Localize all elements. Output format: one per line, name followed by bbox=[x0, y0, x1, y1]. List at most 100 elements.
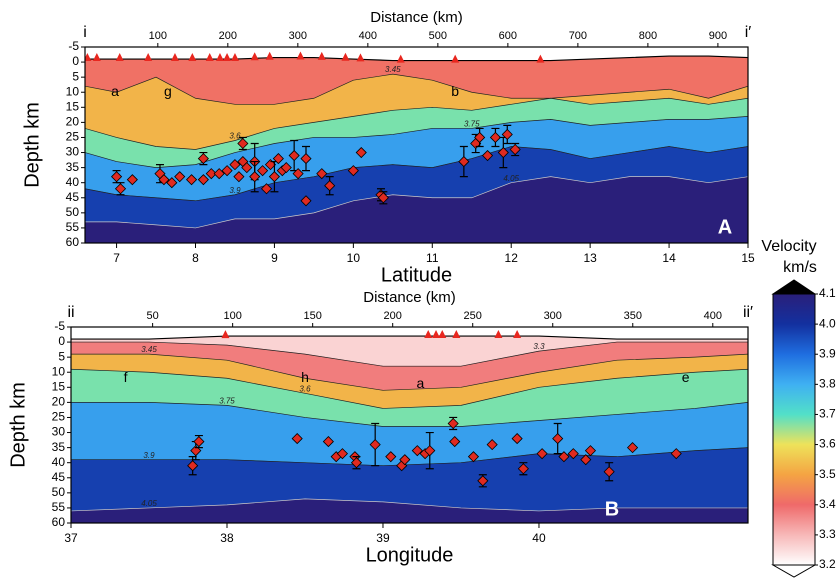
contour-line bbox=[71, 402, 748, 427]
colorbar-tick-label: 3.2 bbox=[819, 557, 836, 571]
hypocenter bbox=[385, 451, 397, 463]
colorbar-unit: km/s bbox=[783, 259, 817, 276]
hypocenter bbox=[350, 457, 363, 469]
x-tick-label: 39 bbox=[376, 531, 390, 545]
station bbox=[265, 51, 274, 60]
hypocenter bbox=[511, 433, 523, 445]
y-tick-label: 20 bbox=[52, 395, 66, 409]
y-tick-label: 60 bbox=[66, 235, 80, 249]
x-tick-label: 9 bbox=[271, 251, 278, 265]
hypocenter bbox=[221, 165, 233, 177]
station bbox=[188, 53, 197, 62]
colorbar-tick-label: 3.7 bbox=[819, 407, 836, 421]
station bbox=[230, 53, 239, 62]
hypocenter bbox=[249, 171, 261, 183]
corner-label: ii bbox=[67, 304, 74, 321]
colorbar-over bbox=[771, 279, 817, 295]
x-tick-label: 11 bbox=[426, 251, 439, 265]
hypocenter bbox=[501, 128, 513, 141]
hypocenter bbox=[300, 153, 312, 165]
region-letter: e bbox=[682, 369, 690, 385]
x-tick-label: 13 bbox=[583, 251, 597, 265]
hypocenter bbox=[126, 174, 138, 186]
y-tick-label: 0 bbox=[72, 54, 79, 68]
surface-line bbox=[71, 335, 748, 340]
hypocenter bbox=[324, 180, 336, 192]
y-tick-label: 10 bbox=[52, 364, 66, 378]
x-tick-label: 10 bbox=[347, 251, 361, 265]
panel-letter: A bbox=[718, 216, 732, 238]
region-letter: h bbox=[301, 369, 309, 385]
hypocenter bbox=[197, 153, 209, 165]
hypocenter bbox=[347, 165, 359, 177]
hypocenter bbox=[552, 433, 564, 445]
colorbar-tick-label: 4.1 bbox=[819, 286, 836, 300]
hypocenter bbox=[517, 463, 529, 475]
x2-tick-label: 700 bbox=[569, 30, 587, 42]
region-letter: a bbox=[111, 83, 119, 99]
x2-tick-label: 900 bbox=[709, 30, 727, 42]
hypocenter bbox=[447, 417, 459, 430]
y-tick-label: 30 bbox=[52, 425, 66, 439]
x2-tick-label: 150 bbox=[303, 310, 321, 322]
station bbox=[223, 53, 232, 62]
hypocenter bbox=[489, 131, 501, 144]
contour-line bbox=[85, 146, 748, 202]
hypocenter bbox=[670, 448, 682, 460]
y-tick-label: 50 bbox=[52, 485, 66, 499]
hypocenter bbox=[536, 448, 548, 460]
hypocenter bbox=[481, 149, 494, 162]
hypocenter bbox=[111, 171, 123, 183]
hypocenter bbox=[300, 195, 312, 207]
hypocenter bbox=[288, 149, 300, 162]
hypocenter bbox=[241, 162, 253, 174]
station bbox=[356, 53, 365, 62]
station bbox=[205, 53, 214, 62]
hypocenter bbox=[627, 442, 639, 454]
x2-tick-label: 350 bbox=[624, 310, 642, 322]
hypocenter bbox=[292, 168, 304, 180]
contour-line bbox=[71, 341, 748, 367]
contour-label: 3.6 bbox=[299, 384, 311, 393]
colorbar-tick-label: 3.3 bbox=[819, 527, 836, 541]
hypocenter bbox=[336, 448, 348, 460]
contour-line bbox=[71, 498, 748, 512]
station bbox=[92, 53, 101, 62]
y-tick-label: 30 bbox=[66, 145, 80, 159]
hypocenter bbox=[268, 171, 280, 183]
y-tick-label: 50 bbox=[66, 205, 80, 219]
y-tick-label: 25 bbox=[52, 410, 66, 424]
station bbox=[250, 52, 259, 61]
contour-label: 3.75 bbox=[464, 120, 480, 129]
hypocenter bbox=[237, 137, 249, 150]
x-tick-label: 15 bbox=[741, 251, 755, 265]
hypocenter bbox=[205, 168, 217, 180]
y-tick-label: 15 bbox=[52, 379, 66, 393]
contour-line bbox=[71, 353, 748, 391]
x-tick-label: 37 bbox=[64, 531, 78, 545]
hypocenter bbox=[477, 475, 489, 487]
x-tick-label: 7 bbox=[113, 251, 120, 265]
hypocenter bbox=[291, 433, 303, 445]
colorbar-tick-label: 3.6 bbox=[819, 437, 836, 451]
hypocenter bbox=[509, 143, 521, 156]
y-axis-title: Depth km bbox=[21, 102, 43, 188]
panel-letter: B bbox=[605, 498, 619, 520]
x2-tick-label: 50 bbox=[146, 310, 158, 322]
colorbar-title: Velocity bbox=[761, 238, 816, 255]
hypocenter bbox=[399, 454, 411, 466]
surface-line bbox=[85, 55, 748, 62]
y-tick-label: 40 bbox=[52, 455, 66, 469]
x2-axis-title: Distance (km) bbox=[370, 9, 463, 26]
y-tick-label: 45 bbox=[66, 190, 80, 204]
x2-axis-title: Distance (km) bbox=[363, 289, 456, 306]
y-tick-label: 60 bbox=[52, 515, 66, 529]
hypocenter bbox=[257, 165, 269, 177]
hypocenter bbox=[580, 454, 592, 466]
plot-frame bbox=[70, 326, 749, 524]
y-tick-label: -5 bbox=[68, 39, 79, 53]
hypocenter bbox=[458, 156, 470, 168]
contour-label: 3.6 bbox=[229, 132, 241, 141]
colorbar-tick-label: 3.9 bbox=[819, 346, 836, 360]
